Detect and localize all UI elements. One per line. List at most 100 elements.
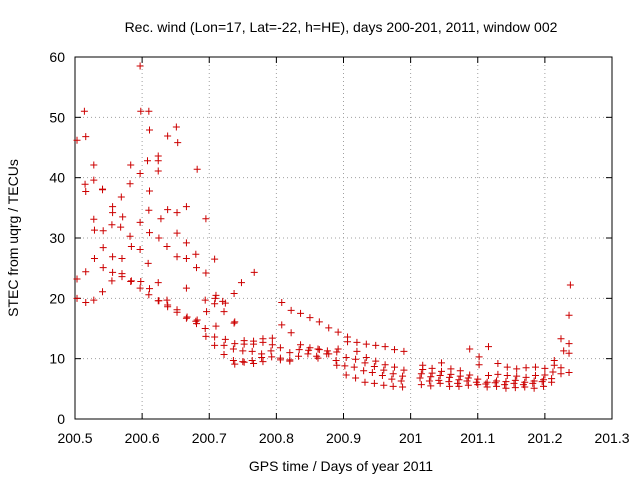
x-tick-label: 201.2 <box>527 430 562 446</box>
data-point <box>370 363 378 371</box>
data-point <box>428 364 436 372</box>
data-point <box>90 176 98 184</box>
data-point <box>154 297 162 305</box>
data-point <box>511 384 519 392</box>
data-point <box>372 341 380 349</box>
data-point <box>391 363 399 371</box>
data-points <box>73 62 574 392</box>
data-point <box>368 369 376 377</box>
data-point <box>521 383 529 391</box>
data-point <box>370 379 378 387</box>
data-point <box>566 281 574 289</box>
data-point <box>503 363 511 371</box>
data-point <box>146 126 154 134</box>
data-point <box>212 291 220 299</box>
data-point <box>119 213 127 221</box>
y-tick-label: 20 <box>49 290 65 306</box>
data-point <box>154 157 162 165</box>
data-point <box>513 365 521 373</box>
data-point <box>455 382 463 390</box>
data-point <box>475 353 483 361</box>
y-tick-label: 0 <box>57 411 65 427</box>
data-point <box>362 340 370 348</box>
data-point <box>127 277 135 285</box>
data-point <box>239 347 247 355</box>
data-point <box>503 372 511 380</box>
data-point <box>211 294 219 302</box>
x-tick-label: 200.7 <box>192 430 227 446</box>
data-point <box>361 359 369 367</box>
axis-ticks <box>74 56 613 420</box>
data-point <box>435 376 443 384</box>
data-point <box>137 277 145 285</box>
data-point <box>491 379 499 387</box>
data-point <box>202 269 210 277</box>
data-point <box>493 382 501 390</box>
data-point <box>146 229 154 237</box>
data-point <box>99 264 107 272</box>
data-point <box>361 378 369 386</box>
data-point <box>136 284 144 292</box>
data-point <box>109 209 117 217</box>
data-point <box>286 357 294 365</box>
y-axis-label: STEC from uqrg / TECUs <box>5 159 21 317</box>
data-point <box>164 303 172 311</box>
data-point <box>445 378 453 386</box>
data-point <box>295 352 303 360</box>
data-point <box>389 370 397 378</box>
data-point <box>417 381 425 389</box>
x-tick-label: 201 <box>399 430 423 446</box>
data-point <box>164 206 172 214</box>
data-point <box>248 356 256 364</box>
data-point <box>550 361 558 369</box>
data-point <box>127 277 135 285</box>
data-point <box>173 306 181 314</box>
data-point <box>144 259 152 267</box>
data-point <box>174 139 182 147</box>
data-point <box>193 165 201 173</box>
data-point <box>286 349 294 357</box>
data-point <box>353 347 361 355</box>
data-point <box>143 157 151 165</box>
y-tick-labels: 0 10 20 30 40 50 60 <box>49 49 65 427</box>
data-point <box>557 364 565 372</box>
data-point <box>82 268 90 276</box>
data-point <box>90 215 98 223</box>
data-point <box>109 253 117 261</box>
data-point <box>278 299 286 307</box>
data-point <box>211 255 219 263</box>
data-point <box>522 373 530 381</box>
x-tick-label: 200.6 <box>125 430 160 446</box>
data-point <box>109 203 117 211</box>
data-point <box>163 296 171 304</box>
data-point <box>541 371 549 379</box>
data-point <box>540 376 548 384</box>
data-point <box>82 299 90 307</box>
data-point <box>438 367 446 375</box>
data-point <box>193 316 201 324</box>
data-point <box>538 378 546 386</box>
data-point <box>183 313 191 321</box>
data-point <box>350 363 358 371</box>
data-point <box>231 340 239 348</box>
y-tick-label: 60 <box>49 49 65 65</box>
data-point <box>229 356 237 364</box>
data-point <box>201 296 209 304</box>
data-point <box>164 132 172 140</box>
data-point <box>192 317 200 325</box>
data-point <box>240 358 248 366</box>
data-point <box>231 360 239 368</box>
data-point <box>202 332 210 340</box>
data-point <box>334 345 342 353</box>
y-tick-label: 30 <box>49 230 65 246</box>
data-point <box>436 372 444 380</box>
data-point <box>501 381 509 389</box>
data-point <box>565 369 573 377</box>
data-point <box>154 279 162 287</box>
data-point <box>127 242 135 250</box>
data-point <box>221 299 229 307</box>
data-point <box>483 383 491 391</box>
data-point <box>389 382 397 390</box>
data-point <box>456 367 464 375</box>
data-point <box>427 373 435 381</box>
